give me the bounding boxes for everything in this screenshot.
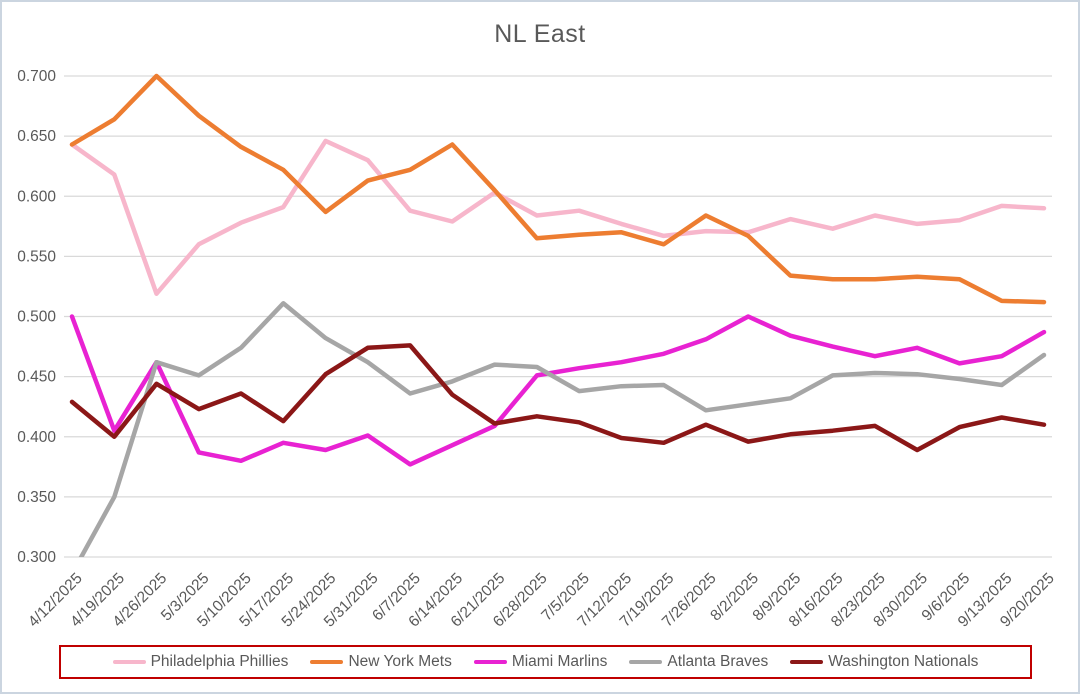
y-gridlines: [64, 75, 1052, 558]
nl-east-line-chart: 0.700 0.650 0.600 0.550 0.500 0.450 0.400 0.350…: [17, 68, 1058, 631]
legend-item-miami-marlins: Miami Marlins: [473, 653, 608, 671]
y-tick-label: 0.600: [17, 188, 56, 205]
legend-swatch-miami-marlins: [473, 659, 507, 665]
y-tick-label: 0.500: [17, 309, 56, 326]
legend-label: Washington Nationals: [828, 653, 979, 670]
y-tick-label: 0.650: [17, 128, 56, 145]
y-tick-label: 0.550: [17, 248, 56, 265]
chart-legend: Philadelphia Phillies New York Mets Miami …: [59, 645, 1032, 679]
series-washington-nationals-line: [69, 343, 1047, 453]
y-tick-label: 0.450: [17, 369, 56, 386]
y-axis-labels: 0.700 0.650 0.600 0.550 0.500 0.450 0.400 0.350…: [17, 68, 56, 566]
legend-swatch-philadelphia-phillies: [112, 659, 146, 665]
legend-item-philadelphia-phillies: Philadelphia Phillies: [112, 653, 289, 671]
y-tick-label: 0.300: [17, 549, 56, 566]
series-philadelphia-phillies-line: [69, 138, 1047, 296]
legend-swatch-atlanta-braves: [629, 659, 663, 665]
legend-swatch-washington-nationals: [790, 659, 824, 665]
legend-swatch-new-york-mets: [310, 659, 344, 665]
legend-label: Miami Marlins: [511, 653, 608, 670]
y-tick-label: 0.400: [17, 429, 56, 446]
y-tick-label: 0.350: [17, 489, 56, 506]
legend-item-new-york-mets: New York Mets: [310, 653, 452, 671]
legend-label: New York Mets: [348, 653, 452, 670]
series-miami-marlins-line: [69, 314, 1047, 467]
legend-item-atlanta-braves: Atlanta Braves: [629, 653, 768, 671]
series-new-york-mets-line: [69, 73, 1047, 305]
legend-label: Philadelphia Phillies: [150, 653, 289, 670]
legend-label: Atlanta Braves: [667, 653, 769, 670]
legend-item-washington-nationals: Washington Nationals: [790, 653, 978, 671]
y-tick-label: 0.700: [17, 68, 56, 85]
x-axis-labels: 4/12/20254/19/20254/26/20255/3/20255/10/…: [25, 570, 1058, 631]
chart-title: NL East: [494, 20, 586, 48]
series-atlanta-braves-line: [78, 301, 1047, 557]
